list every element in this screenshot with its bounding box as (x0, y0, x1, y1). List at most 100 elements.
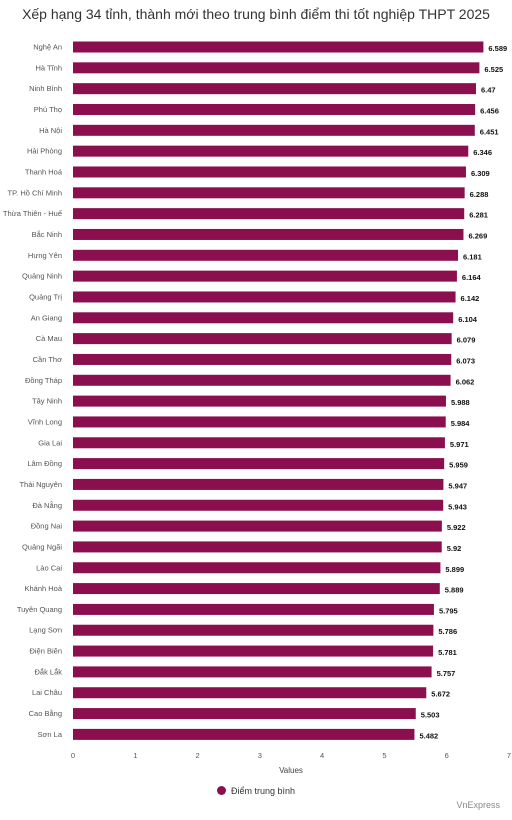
bar[interactable] (73, 437, 445, 449)
value-label: 5.795 (439, 606, 458, 615)
category-label: Phú Thọ (34, 105, 62, 114)
bar[interactable] (73, 333, 452, 345)
x-tick-label: 7 (507, 751, 511, 760)
bar[interactable] (73, 270, 457, 282)
x-tick-label: 5 (382, 751, 386, 760)
value-label: 6.073 (456, 356, 475, 365)
source-credit: VnExpress (456, 800, 500, 810)
category-label: Cần Thơ (33, 355, 62, 364)
value-label: 5.984 (451, 419, 471, 428)
x-tick-label: 1 (133, 751, 137, 760)
value-label: 5.757 (437, 669, 456, 678)
bar[interactable] (73, 124, 475, 136)
x-tick-label: 0 (71, 751, 75, 760)
bar[interactable] (73, 208, 465, 220)
category-label: Sơn La (37, 730, 62, 739)
bar[interactable] (73, 728, 415, 740)
value-label: 6.456 (480, 106, 499, 115)
category-label: Tuyên Quang (17, 605, 62, 614)
value-label: 6.104 (458, 315, 478, 324)
category-label: Quảng Trị (29, 292, 62, 301)
value-label: 5.672 (431, 690, 450, 699)
value-label: 6.062 (456, 377, 475, 386)
category-label: Lai Châu (32, 688, 62, 697)
category-label: Ninh Bình (29, 84, 62, 93)
bar[interactable] (73, 562, 441, 574)
value-label: 5.786 (438, 627, 457, 636)
bar[interactable] (73, 83, 476, 95)
category-label: Thái Nguyên (19, 480, 62, 489)
x-axis-ticks: 0 1 2 3 4 5 6 7 (71, 751, 511, 760)
value-label: 5.922 (447, 523, 466, 532)
bar[interactable] (73, 374, 451, 386)
bar[interactable] (73, 458, 445, 470)
category-label: Đồng Nai (31, 522, 63, 531)
bar[interactable] (73, 166, 466, 178)
bar[interactable] (73, 291, 456, 303)
bar[interactable] (73, 645, 434, 657)
value-label: 5.889 (445, 586, 464, 595)
category-labels: Nghệ An Hà Tĩnh Ninh Bình Phú Thọ Hà Nội Hải … (3, 43, 63, 739)
category-label: Hà Tĩnh (35, 63, 62, 72)
bars-group (73, 41, 484, 740)
category-label: Nghệ An (33, 43, 62, 52)
value-label: 5.988 (451, 398, 470, 407)
bar[interactable] (73, 666, 432, 678)
bar[interactable] (73, 499, 444, 511)
bar[interactable] (73, 603, 434, 615)
bar[interactable] (73, 103, 476, 115)
bar[interactable] (73, 395, 446, 407)
value-label: 6.164 (462, 273, 482, 282)
value-label: 6.589 (488, 44, 507, 53)
value-label: 5.971 (450, 440, 469, 449)
bar[interactable] (73, 416, 446, 428)
value-label: 6.281 (469, 211, 488, 220)
bar[interactable] (73, 478, 444, 490)
value-label: 6.142 (461, 294, 480, 303)
bar[interactable] (73, 708, 416, 720)
bar[interactable] (73, 249, 458, 261)
category-label: Lào Cai (36, 563, 62, 572)
legend[interactable]: Điểm trung bình (0, 786, 512, 796)
bar[interactable] (73, 520, 442, 532)
bar[interactable] (73, 312, 454, 324)
category-label: Cà Mau (36, 334, 62, 343)
category-label: Đà Nẵng (32, 501, 62, 510)
value-label: 6.309 (471, 169, 490, 178)
value-label: 5.503 (421, 711, 440, 720)
category-label: Lạng Sơn (29, 626, 62, 635)
category-label: Gia Lai (38, 438, 62, 447)
category-label: An Giang (31, 313, 62, 322)
value-label: 5.899 (445, 565, 464, 574)
bar[interactable] (73, 624, 434, 636)
value-label: 5.482 (419, 731, 438, 740)
bar[interactable] (73, 228, 464, 240)
bar[interactable] (73, 62, 480, 74)
x-axis-label: Values (279, 766, 303, 775)
bar[interactable] (73, 41, 484, 53)
legend-label: Điểm trung bình (230, 786, 296, 796)
category-label: Thanh Hoá (25, 167, 63, 176)
category-label: Tây Ninh (32, 397, 62, 406)
category-label: Vĩnh Long (28, 417, 62, 426)
category-label: Khánh Hoà (24, 584, 62, 593)
bar[interactable] (73, 187, 465, 199)
x-tick-label: 4 (320, 751, 324, 760)
x-tick-label: 2 (195, 751, 199, 760)
bar[interactable] (73, 583, 440, 595)
value-label: 6.47 (481, 86, 496, 95)
value-label: 6.288 (470, 190, 489, 199)
category-label: Thừa Thiên - Huế (3, 209, 63, 218)
chart-title: Xếp hạng 34 tỉnh, thành mới theo trung b… (22, 6, 490, 22)
bar[interactable] (73, 687, 427, 699)
bar[interactable] (73, 353, 452, 365)
bar[interactable] (73, 145, 469, 157)
category-label: Hà Nội (39, 126, 62, 135)
value-label: 6.525 (484, 65, 503, 74)
category-label: Điện Biên (29, 647, 62, 656)
value-label: 5.959 (449, 461, 468, 470)
value-label: 5.943 (448, 502, 467, 511)
category-label: Quảng Ngãi (22, 542, 62, 551)
bar[interactable] (73, 541, 442, 553)
